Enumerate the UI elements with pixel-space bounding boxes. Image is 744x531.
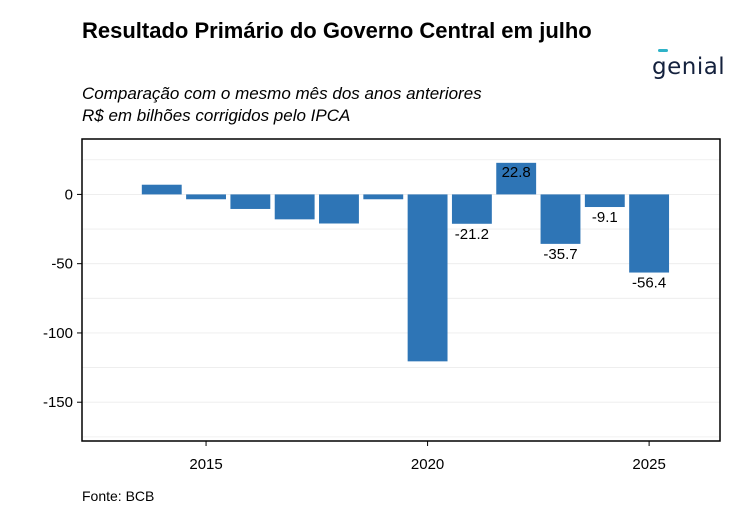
logo-accent-icon <box>658 49 668 52</box>
data-label-2023: -35.7 <box>543 246 577 263</box>
subtitle-line-2: R$ em bilhões corrigidos pelo IPCA <box>82 106 351 125</box>
x-tick-label: 2025 <box>632 456 665 473</box>
bar-2025 <box>629 194 670 273</box>
data-label-2021: -21.2 <box>455 226 489 243</box>
genial-logo: genial <box>652 54 726 80</box>
bar-2014 <box>141 184 182 195</box>
bar-2017 <box>274 194 315 220</box>
bars <box>141 162 670 362</box>
bar-2023 <box>540 194 581 244</box>
bar-2016 <box>230 194 271 209</box>
bar-2018 <box>319 194 359 224</box>
subtitle-line-1: Comparação com o mesmo mês dos anos ante… <box>82 84 482 103</box>
y-tick-label: 0 <box>65 186 73 203</box>
data-label-2025: -56.4 <box>632 275 666 292</box>
chart-subtitle: Comparação com o mesmo mês dos anos ante… <box>82 83 642 127</box>
data-labels: -21.2 22.8 -35.7 -9.1 -56.4 <box>455 164 666 292</box>
y-tick-label: -50 <box>51 256 73 273</box>
data-label-2022: 22.8 <box>502 164 531 181</box>
y-tick-label: -150 <box>43 394 73 411</box>
x-tick-label: 2015 <box>189 456 222 473</box>
bar-2024 <box>584 194 625 208</box>
y-tick-label: -100 <box>43 325 73 342</box>
plot-frame <box>81 138 721 442</box>
y-axis: 0 -50 -100 -150 <box>43 186 82 411</box>
chart-title: Resultado Primário do Governo Central em… <box>82 18 592 43</box>
bar-2019 <box>363 194 404 200</box>
x-tick-label: 2020 <box>411 456 444 473</box>
x-axis: 2015 2020 2025 <box>189 441 666 473</box>
bar-2015 <box>186 194 226 200</box>
source-note: Fonte: BCB <box>82 488 155 504</box>
bar-2020 <box>407 194 448 362</box>
bar-2021 <box>451 194 492 224</box>
bar-2022 <box>496 162 537 195</box>
data-label-2024: -9.1 <box>592 209 618 226</box>
